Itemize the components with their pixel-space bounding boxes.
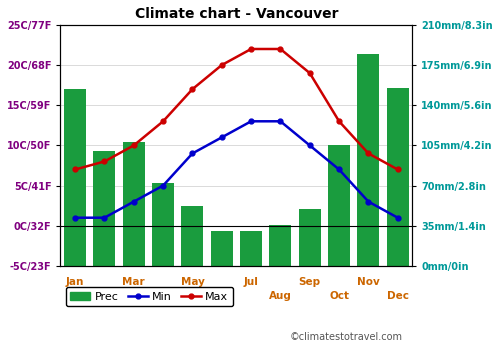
- Bar: [358, 54, 380, 266]
- Text: May: May: [180, 277, 204, 287]
- Bar: [64, 89, 86, 266]
- Text: Oct: Oct: [329, 291, 349, 301]
- Text: Jan: Jan: [66, 277, 84, 287]
- Bar: [240, 231, 262, 266]
- Bar: [123, 142, 145, 266]
- Text: Nov: Nov: [357, 277, 380, 287]
- Bar: [328, 145, 350, 266]
- Text: Dec: Dec: [386, 291, 408, 301]
- Text: Apr: Apr: [153, 291, 174, 301]
- Bar: [94, 151, 116, 266]
- Bar: [211, 231, 233, 266]
- Text: Jul: Jul: [244, 277, 258, 287]
- Text: Sep: Sep: [298, 277, 321, 287]
- Bar: [270, 225, 291, 266]
- Legend: Prec, Min, Max: Prec, Min, Max: [66, 287, 233, 306]
- Text: Jun: Jun: [212, 291, 231, 301]
- Bar: [182, 206, 204, 266]
- Bar: [152, 183, 174, 266]
- Title: Climate chart - Vancouver: Climate chart - Vancouver: [134, 7, 338, 21]
- Text: Feb: Feb: [94, 291, 115, 301]
- Bar: [299, 209, 321, 266]
- Text: ©climatestotravel.com: ©climatestotravel.com: [290, 332, 403, 342]
- Text: Mar: Mar: [122, 277, 145, 287]
- Bar: [386, 88, 408, 266]
- Text: Aug: Aug: [269, 291, 292, 301]
